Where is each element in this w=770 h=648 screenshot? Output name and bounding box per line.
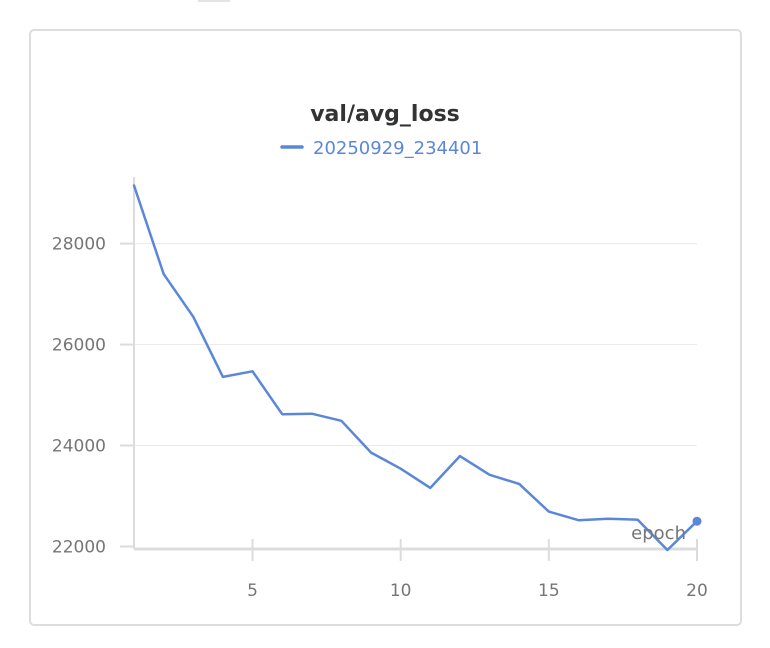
top-edge-mark	[198, 0, 230, 2]
x-tick-label: 20	[686, 581, 708, 601]
tick-labels: 22000 24000 26000 28000 5 10 15 20	[52, 235, 708, 601]
series-layer	[132, 184, 702, 552]
axes	[120, 177, 698, 561]
chart-panel	[29, 29, 742, 626]
y-tick-label: 26000	[52, 336, 106, 356]
x-tick-label: 15	[538, 581, 560, 601]
y-tick-label: 28000	[52, 235, 106, 255]
x-tick-label: 10	[390, 581, 412, 601]
series-last-point	[692, 516, 702, 526]
gridlines	[134, 243, 697, 447]
chart-title: val/avg_loss	[310, 102, 460, 127]
x-tick-label: 5	[247, 581, 258, 601]
y-tick-label: 24000	[52, 437, 106, 457]
x-axis-title: epoch	[631, 523, 686, 544]
series-line	[132, 184, 699, 552]
legend-label: 20250929_234401	[313, 138, 482, 159]
y-tick-label: 22000	[52, 537, 106, 557]
